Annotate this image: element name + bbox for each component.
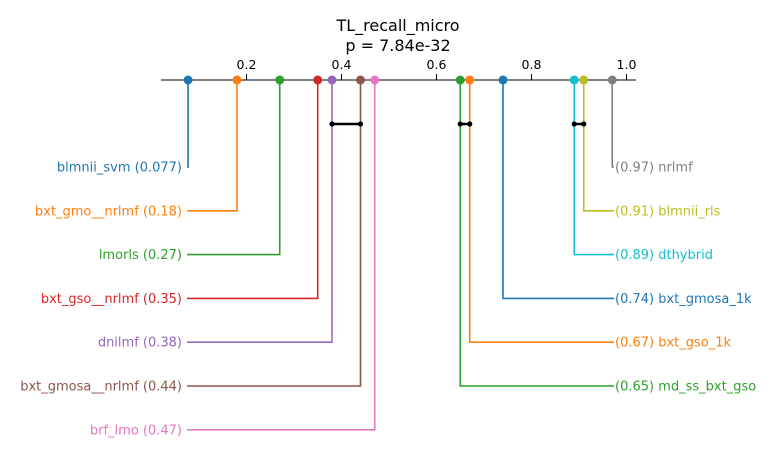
clique-end-dot	[357, 121, 364, 127]
rank-marker	[455, 75, 465, 85]
rank-marker	[183, 75, 193, 85]
method-label: bxt_gmo__nrlmf (0.18)	[35, 204, 182, 219]
method-label: bxt_gmosa__nrlmf (0.44)	[20, 380, 182, 395]
connector-line	[187, 80, 281, 256]
clique-end-dot	[329, 121, 335, 127]
tick-label: 0.2	[237, 57, 257, 72]
rank-marker	[275, 75, 285, 85]
connector-line	[459, 80, 614, 387]
rank-marker	[327, 75, 337, 85]
connector-line	[187, 80, 362, 387]
rank-marker	[498, 75, 508, 85]
connector-line	[187, 80, 238, 212]
rank-marker	[607, 75, 617, 85]
method-label: lmorls (0.27)	[99, 248, 182, 263]
connector-line	[582, 80, 614, 212]
rank-marker	[232, 75, 242, 85]
tick-label: 1.0	[617, 57, 637, 72]
rank-marker	[569, 75, 579, 85]
method-label: bxt_gso__nrlmf (0.35)	[41, 292, 182, 307]
rank-marker	[579, 75, 589, 85]
method-label: (0.91) blmnii_rls	[615, 204, 721, 219]
method-label: (0.67) bxt_gso_1k	[615, 336, 732, 351]
tick-label: 0.4	[332, 57, 352, 72]
tick-label: 0.8	[522, 57, 542, 72]
method-label: dnilmf (0.38)	[98, 336, 182, 351]
rank-marker	[465, 75, 475, 85]
clique-end-dot	[581, 121, 587, 127]
chart-subtitle: p = 7.84e-32	[345, 36, 450, 55]
clique-bars	[329, 121, 587, 127]
rank-marker	[370, 75, 380, 85]
connector-line	[502, 80, 614, 300]
rank-marker	[356, 75, 365, 85]
tick-label: 0.6	[427, 57, 447, 72]
clique-end-dot	[467, 121, 473, 127]
clique-end-dot	[571, 121, 577, 127]
method-label: (0.65) md_ss_bxt_gso	[615, 380, 756, 395]
clique-end-dot	[457, 121, 463, 127]
rank-marker	[313, 75, 323, 85]
method-label: blmnii_svm (0.077)	[57, 161, 182, 176]
connector-line	[611, 80, 614, 168]
connector-line	[187, 80, 333, 343]
method-label: (0.97) nrlmf	[615, 161, 693, 176]
connector-line	[187, 80, 319, 300]
connector-line	[187, 80, 376, 431]
method-label: (0.74) bxt_gmosa_1k	[615, 292, 752, 307]
chart-title: TL_recall_micro	[335, 16, 459, 36]
method-label: brf_lmo (0.47)	[90, 423, 182, 438]
rank-markers	[183, 75, 617, 85]
axis-ticks: 0.2 0.4 0.6 0.8 1.0	[237, 57, 637, 80]
connector-line	[573, 80, 614, 256]
connector-line	[187, 80, 189, 168]
method-label: (0.89) dthybrid	[615, 248, 713, 263]
connector-line	[468, 80, 614, 343]
method-labels: blmnii_svm (0.077) bxt_gmo__nrlmf (0.18) l…	[20, 161, 756, 439]
method-connectors	[187, 80, 614, 431]
